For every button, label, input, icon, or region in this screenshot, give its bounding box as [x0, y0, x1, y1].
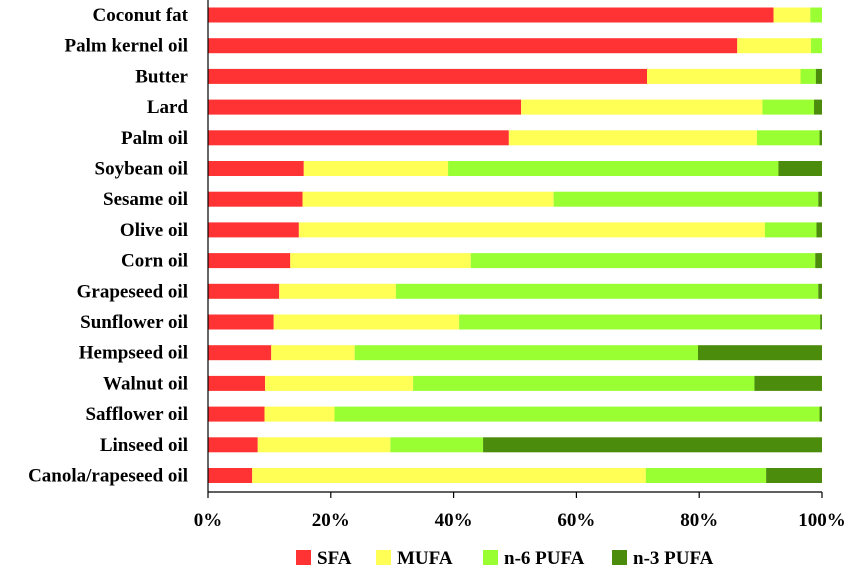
- legend-swatch: [483, 550, 498, 565]
- category-label: Palm oil: [121, 128, 188, 149]
- bar-segment-mufa: [737, 38, 811, 54]
- bar-segment-sfa: [208, 345, 272, 361]
- bar-segment-n-6-pufa: [448, 161, 779, 176]
- bar-segment-n-3-pufa: [766, 468, 822, 483]
- bar-segment-n-3-pufa: [778, 161, 822, 176]
- bar-segment-sfa: [208, 468, 253, 483]
- bar-segment-n-6-pufa: [810, 38, 822, 54]
- category-label: Canola/rapeseed oil: [28, 466, 188, 487]
- category-label: Palm kernel oil: [65, 36, 188, 57]
- bar-segment-n-6-pufa: [553, 191, 819, 207]
- bar-segment-n-6-pufa: [645, 468, 767, 483]
- bar-segment-n-6-pufa: [413, 375, 755, 391]
- x-tick-label: 60%: [557, 510, 595, 531]
- bar-segment-n-3-pufa: [819, 406, 822, 422]
- bar-segment-mufa: [508, 130, 757, 146]
- category-label: Linseed oil: [100, 435, 188, 456]
- bar-segment-n-3-pufa: [754, 375, 822, 391]
- bar-segment-sfa: [208, 406, 265, 422]
- bar-segment-mufa: [265, 375, 414, 391]
- bar-segment-mufa: [647, 68, 801, 84]
- bar-segment-n-3-pufa: [818, 191, 822, 207]
- legend-swatch: [612, 550, 627, 565]
- legend-label: MUFA: [397, 548, 453, 569]
- x-tick-label: 20%: [312, 510, 350, 531]
- bar-segment-n-6-pufa: [390, 437, 484, 453]
- category-label: Butter: [135, 66, 188, 87]
- category-label: Coconut fat: [92, 5, 188, 26]
- bar-segment-n-3-pufa: [697, 345, 822, 361]
- legend-label: n-3 PUFA: [633, 548, 714, 569]
- category-label: Sesame oil: [103, 189, 188, 210]
- bar-segment-n-6-pufa: [764, 222, 817, 238]
- bar-segment-n-3-pufa: [819, 130, 822, 146]
- bar-segment-sfa: [208, 38, 738, 54]
- x-tick-label: 80%: [680, 510, 718, 531]
- bar-segment-mufa: [298, 222, 765, 238]
- bar-segment-n-6-pufa: [800, 68, 816, 84]
- x-axis: 0% 20% 40% 60% 80% 100%: [194, 0, 846, 531]
- bar-segment-n-6-pufa: [810, 7, 822, 23]
- legend-label: SFA: [317, 548, 352, 569]
- bar-segment-sfa: [208, 191, 303, 207]
- legend-swatch: [376, 550, 391, 565]
- bar-segment-sfa: [208, 7, 774, 23]
- category-label: Walnut oil: [103, 373, 188, 394]
- bar-segment-n-6-pufa: [354, 345, 698, 361]
- bar-segment-n-3-pufa: [818, 283, 822, 299]
- bar-segment-sfa: [208, 99, 522, 115]
- bar-segment-sfa: [208, 161, 304, 176]
- bar-segment-mufa: [521, 99, 763, 115]
- bar-segment-sfa: [208, 68, 648, 84]
- x-tick-label: 40%: [435, 510, 473, 531]
- bar-segment-sfa: [208, 375, 266, 391]
- bar-segment-n-3-pufa: [483, 437, 822, 453]
- bar-segment-n-6-pufa: [762, 99, 815, 115]
- bar-segment-n-3-pufa: [815, 253, 822, 269]
- bar-segment-n-6-pufa: [395, 283, 819, 299]
- category-label: Corn oil: [121, 251, 188, 272]
- x-tick-label: 0%: [194, 510, 223, 531]
- category-label: Sunflower oil: [80, 312, 188, 333]
- category-labels: Coconut fat Palm kernel oil Butter Lard Palm…: [28, 5, 189, 487]
- bar-segment-mufa: [264, 406, 335, 422]
- category-label: Lard: [147, 97, 189, 118]
- x-tick-label: 100%: [798, 510, 846, 531]
- category-label: Soybean oil: [95, 159, 188, 180]
- legend-swatch: [296, 550, 311, 565]
- bar-segment-n-3-pufa: [815, 68, 822, 84]
- bar-segment-sfa: [208, 314, 274, 330]
- bar-segment-n-6-pufa: [470, 253, 816, 269]
- bar-segment-n-6-pufa: [459, 314, 821, 330]
- bar-segment-mufa: [252, 468, 646, 483]
- bar-segment-mufa: [279, 283, 396, 299]
- bar-segment-n-3-pufa: [814, 99, 822, 115]
- category-label: Olive oil: [120, 220, 188, 241]
- bar-segment-n-6-pufa: [334, 406, 820, 422]
- bar-segment-n-3-pufa: [816, 222, 822, 238]
- bar-segment-mufa: [302, 191, 554, 207]
- legend: SFA MUFA n-6 PUFA n-3 PUFA: [296, 548, 714, 569]
- bar-segment-sfa: [208, 130, 509, 146]
- bars-group: [208, 7, 822, 483]
- bar-segment-n-6-pufa: [756, 130, 820, 146]
- bar-segment-sfa: [208, 283, 280, 299]
- bar-segment-sfa: [208, 222, 299, 238]
- bar-segment-mufa: [773, 7, 811, 23]
- bar-segment-mufa: [303, 161, 449, 176]
- bar-segment-sfa: [208, 253, 291, 269]
- bar-segment-mufa: [290, 253, 471, 269]
- bar-segment-mufa: [257, 437, 391, 453]
- category-label: Grapeseed oil: [77, 281, 188, 302]
- category-label: Safflower oil: [85, 404, 188, 425]
- bar-segment-mufa: [271, 345, 355, 361]
- category-label: Hempseed oil: [79, 343, 188, 364]
- legend-label: n-6 PUFA: [504, 548, 585, 569]
- bar-segment-n-3-pufa: [820, 314, 822, 330]
- bar-segment-mufa: [273, 314, 460, 330]
- bar-segment-sfa: [208, 437, 258, 453]
